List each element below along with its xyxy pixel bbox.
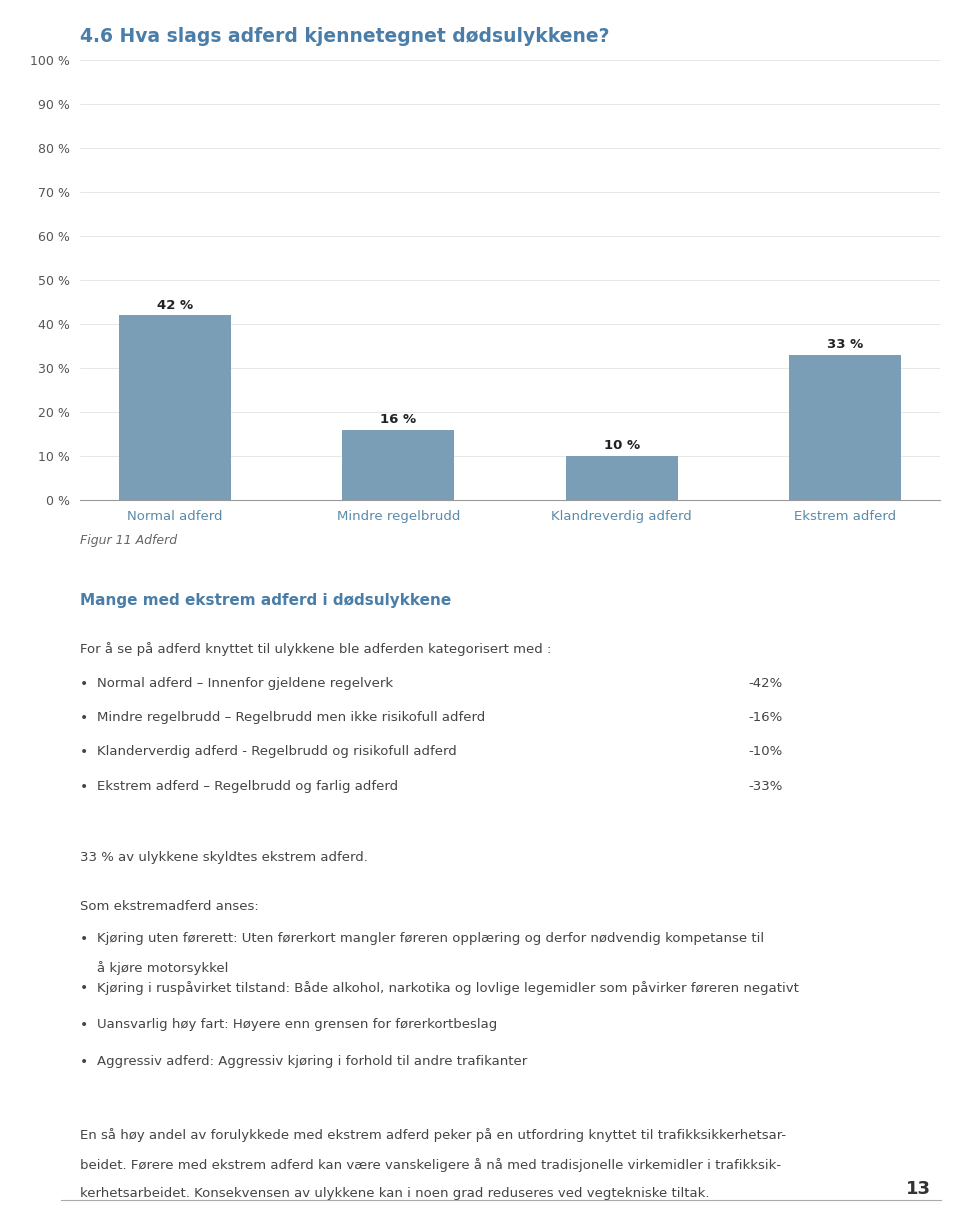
Bar bbox=[119, 315, 230, 499]
Text: For å se på adferd knyttet til ulykkene ble adferden kategorisert med :: For å se på adferd knyttet til ulykkene … bbox=[80, 642, 551, 656]
Text: Aggressiv adferd: Aggressiv kjøring i forhold til andre trafikanter: Aggressiv adferd: Aggressiv kjøring i fo… bbox=[97, 1054, 528, 1067]
Text: Figur 11 Adferd: Figur 11 Adferd bbox=[80, 534, 178, 547]
Text: beidet. Førere med ekstrem adferd kan være vanskeligere å nå med tradisjonelle v: beidet. Førere med ekstrem adferd kan væ… bbox=[80, 1157, 781, 1172]
Text: -16%: -16% bbox=[749, 710, 783, 724]
Text: -33%: -33% bbox=[749, 779, 783, 793]
Bar bbox=[789, 355, 900, 499]
Text: En så høy andel av forulykkede med ekstrem adferd peker på en utfordring knyttet: En så høy andel av forulykkede med ekstr… bbox=[80, 1128, 786, 1142]
Text: 4.6 Hva slags adferd kjennetegnet dødsulykkene?: 4.6 Hva slags adferd kjennetegnet dødsul… bbox=[80, 27, 610, 45]
Text: Uansvarlig høy fart: Høyere enn grensen for førerkortbeslag: Uansvarlig høy fart: Høyere enn grensen … bbox=[97, 1017, 497, 1031]
Bar bbox=[343, 429, 454, 499]
Text: Mindre regelbrudd – Regelbrudd men ikke risikofull adferd: Mindre regelbrudd – Regelbrudd men ikke … bbox=[97, 710, 486, 724]
Text: Kjøring i ruspåvirket tilstand: Både alkohol, narkotika og lovlige legemidler so: Kjøring i ruspåvirket tilstand: Både alk… bbox=[97, 980, 799, 995]
Text: •: • bbox=[80, 745, 88, 760]
Text: -42%: -42% bbox=[749, 676, 783, 690]
Text: -10%: -10% bbox=[749, 745, 783, 758]
Text: 10 %: 10 % bbox=[604, 439, 639, 453]
Text: kerhetsarbeidet. Konsekvensen av ulykkene kan i noen grad reduseres ved vegtekni: kerhetsarbeidet. Konsekvensen av ulykken… bbox=[80, 1187, 709, 1200]
Text: •: • bbox=[80, 1054, 88, 1069]
Text: 33 % av ulykkene skyldtes ekstrem adferd.: 33 % av ulykkene skyldtes ekstrem adferd… bbox=[80, 850, 368, 864]
Text: 42 %: 42 % bbox=[156, 298, 193, 312]
Text: Som ekstremadferd anses:: Som ekstremadferd anses: bbox=[80, 899, 259, 913]
Text: Mange med ekstrem adferd i dødsulykkene: Mange med ekstrem adferd i dødsulykkene bbox=[80, 593, 451, 609]
Text: •: • bbox=[80, 779, 88, 794]
Text: å kjøre motorsykkel: å kjøre motorsykkel bbox=[97, 961, 228, 975]
Text: 13: 13 bbox=[906, 1179, 931, 1198]
Text: Klanderverdig adferd - Regelbrudd og risikofull adferd: Klanderverdig adferd - Regelbrudd og ris… bbox=[97, 745, 457, 758]
Text: •: • bbox=[80, 676, 88, 691]
Text: 33 %: 33 % bbox=[827, 339, 863, 351]
Text: •: • bbox=[80, 1017, 88, 1032]
Text: Normal adferd – Innenfor gjeldene regelverk: Normal adferd – Innenfor gjeldene regelv… bbox=[97, 676, 394, 690]
Text: 16 %: 16 % bbox=[380, 413, 417, 426]
Text: •: • bbox=[80, 931, 88, 946]
Text: Ekstrem adferd – Regelbrudd og farlig adferd: Ekstrem adferd – Regelbrudd og farlig ad… bbox=[97, 779, 398, 793]
Text: Kjøring uten førerett: Uten førerkort mangler føreren opplæring og derfor nødven: Kjøring uten førerett: Uten førerkort ma… bbox=[97, 931, 764, 945]
Text: •: • bbox=[80, 710, 88, 725]
Bar bbox=[565, 456, 678, 499]
Text: •: • bbox=[80, 980, 88, 995]
